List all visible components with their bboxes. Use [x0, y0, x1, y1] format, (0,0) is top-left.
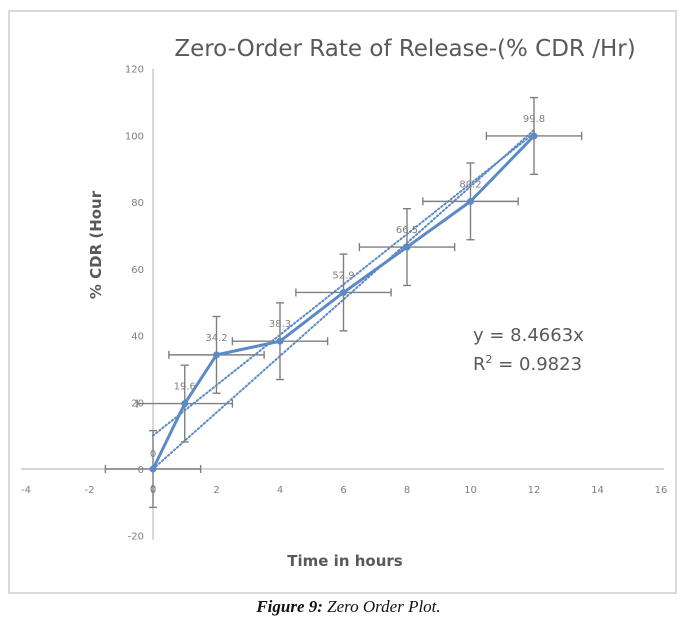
x-tick-label: 8 — [404, 485, 410, 496]
x-tick-labels: -4 -2 0 2 4 6 8 10 12 14 16 — [21, 485, 667, 496]
x-tick-label: 14 — [591, 485, 604, 496]
data-label: 52.9 — [332, 270, 354, 281]
data-point — [340, 288, 347, 296]
caption-label: Figure 9: — [256, 597, 323, 616]
data-point — [149, 465, 157, 473]
y-axis-title: % CDR (Hour — [87, 190, 105, 299]
r-squared-prefix: R — [473, 354, 486, 375]
figure-caption: Figure 9: Zero Order Plot. — [0, 597, 697, 617]
data-label: 66.5 — [396, 225, 418, 236]
series-line — [151, 134, 536, 470]
y-tick-label: 60 — [131, 265, 144, 276]
x-tick-label: -4 — [21, 485, 31, 496]
y-tick-label: 0 — [138, 465, 144, 476]
y-tick-label: 100 — [125, 131, 144, 142]
chart-title: Zero-Order Rate of Release-(% CDR /Hr) — [174, 36, 635, 62]
x-tick-label: 6 — [340, 485, 346, 496]
data-point — [276, 337, 284, 345]
data-point — [530, 132, 538, 140]
r-squared-value: = 0.9823 — [493, 354, 583, 375]
chart-frame — [8, 10, 677, 594]
x-tick-label: -2 — [85, 485, 95, 496]
extra-zero-label-above: 0 — [150, 449, 156, 460]
extra-zero-label-below: 0 — [150, 484, 156, 495]
data-label: 38.3 — [269, 319, 291, 330]
data-label: 80.2 — [459, 179, 481, 190]
data-point — [467, 197, 474, 205]
y-tick-label: -20 — [128, 532, 144, 543]
data-label: 99.8 — [523, 114, 545, 125]
data-label: 19.6 — [174, 382, 196, 393]
r-squared-superscript: 2 — [486, 353, 493, 366]
x-axis-title: Time in hours — [287, 552, 403, 570]
y-tick-labels: -20020406080100120 — [125, 65, 144, 543]
caption-text: Zero Order Plot. — [322, 597, 441, 616]
x-tick-label: 12 — [528, 485, 541, 496]
data-point — [213, 351, 220, 359]
x-tick-label: 10 — [464, 485, 477, 496]
data-point — [403, 243, 411, 251]
y-tick-label: 40 — [131, 332, 144, 343]
x-tick-label: 4 — [277, 485, 283, 496]
series-group — [149, 132, 538, 473]
data-point — [181, 400, 189, 408]
y-tick-label: 120 — [125, 65, 144, 76]
x-tick-label: 16 — [655, 485, 668, 496]
data-labels: 19.6 34.2 38.3 52.9 66.5 80.2 99.8 — [174, 114, 546, 393]
trendline-equation: y = 8.4663x — [473, 325, 584, 346]
y-tick-label: 80 — [131, 198, 144, 209]
data-label: 34.2 — [205, 333, 227, 344]
x-tick-label: 2 — [213, 485, 219, 496]
r-squared-label: R2 = 0.9823 — [473, 353, 582, 375]
